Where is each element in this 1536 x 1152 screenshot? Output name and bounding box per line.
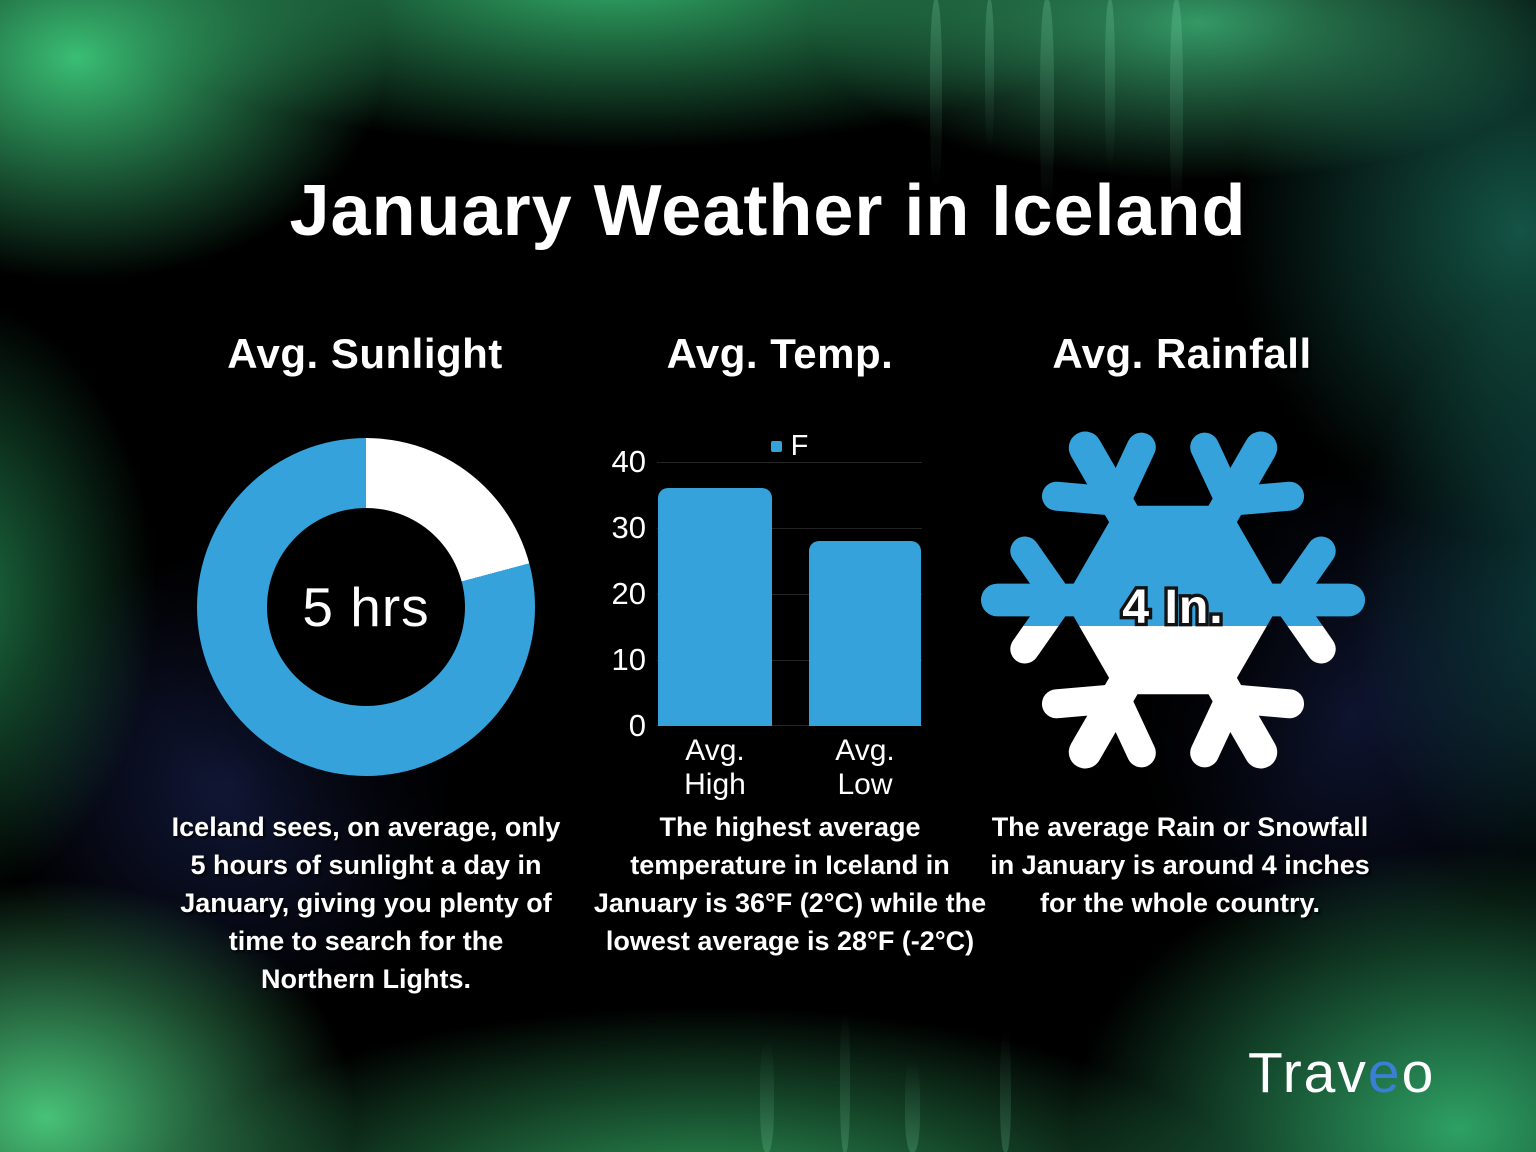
aurora-streak [1105,0,1115,170]
legend-label: F [790,430,809,462]
temperature-bar-chart: F 40 30 20 10 0 Avg. High Avg. Low [598,428,938,801]
aurora-streak [760,1040,774,1152]
gridline-10 [657,660,922,661]
logo-text-post: o [1401,1041,1436,1105]
aurora-streak [905,1060,920,1152]
y-tick-30: 30 [611,510,646,545]
x-label-avg-high: Avg. High [684,734,746,801]
traveo-logo: Traveo [1248,1040,1435,1106]
y-tick-10: 10 [611,642,646,677]
plot-area [657,462,922,726]
sunlight-donut-chart: 5 hrs [197,438,535,776]
rainfall-header: Avg. Rainfall [1052,330,1312,377]
aurora-streak [1040,0,1054,215]
temperature-description: The highest average temperature in Icela… [593,812,987,956]
logo-text-pre: Trav [1248,1041,1368,1105]
y-tick-40: 40 [611,444,646,479]
sunlight-description: Iceland sees, on average, only 5 hours o… [171,812,561,994]
rainfall-pictogram: 4 In. [980,407,1366,793]
bar-avg-high [658,488,772,726]
x-label-avg-low: Avg. Low [835,734,895,801]
sunlight-header: Avg. Sunlight [227,330,503,377]
aurora-streak [1000,1030,1011,1152]
y-tick-20: 20 [611,576,646,611]
legend-marker-f [770,441,782,452]
bar-avg-low [809,541,921,726]
rainfall-description: The average Rain or Snowfall in January … [990,812,1370,918]
aurora-streak [985,0,994,150]
gridline-30 [657,528,922,529]
logo-text-accent: e [1367,1041,1402,1105]
y-tick-0: 0 [628,708,646,743]
gridline-0 [657,725,922,726]
aurora-streak [840,1010,850,1152]
snowflake-icon: 4 In. [980,431,1366,769]
aurora-streak [930,0,942,190]
chart-legend: F [657,430,922,463]
aurora-streak [1170,0,1183,220]
gridline-20 [657,594,922,595]
sunlight-value: 5 hrs [302,576,430,638]
page-title: January Weather in Iceland [289,171,1247,251]
gridline-40 [657,462,922,463]
rainfall-value: 4 In. [1122,580,1223,634]
temperature-header: Avg. Temp. [666,330,894,377]
donut-hole: 5 hrs [267,508,465,706]
